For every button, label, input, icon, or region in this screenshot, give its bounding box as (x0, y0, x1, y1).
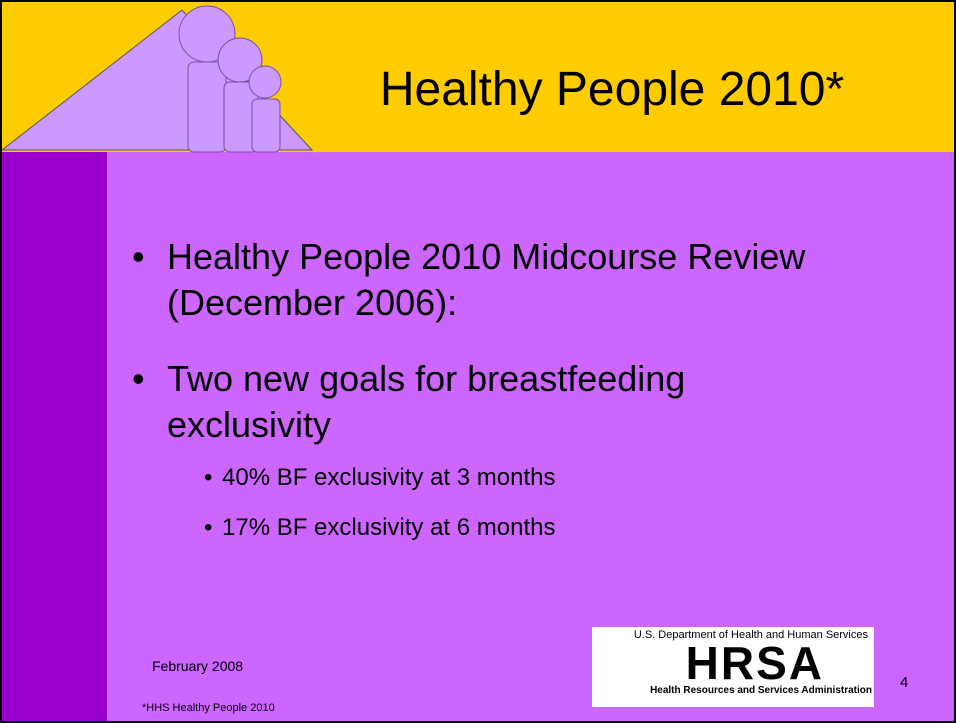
bullet-list: Healthy People 2010 Midcourse Review (De… (132, 234, 832, 548)
logo-name: HRSA (685, 637, 824, 689)
bullet: Healthy People 2010 Midcourse Review (De… (132, 234, 827, 326)
side-strip (2, 152, 107, 721)
date: February 2008 (152, 658, 244, 674)
title: Healthy People 2010* (379, 63, 845, 116)
sub-bullet: 17% BF exclusivity at 6 months (132, 508, 832, 548)
figures (178, 5, 282, 153)
sub-bullet: 40% BF exclusivity at 3 months (132, 458, 832, 498)
bullet: Two new goals for breastfeeding exclusiv… (132, 356, 827, 448)
logo-bottom: Health Resources and Services Administra… (650, 685, 872, 696)
logo: U.S. Department of Health and Human Serv… (592, 627, 874, 707)
logo-top: U.S. Department of Health and Human Serv… (633, 629, 868, 641)
sub-list: 40% BF exclusivity at 3 months 17% BF exc… (132, 458, 832, 548)
page-number: 4 (900, 674, 909, 691)
footnote: *HHS Healthy People 2010 (142, 702, 275, 714)
